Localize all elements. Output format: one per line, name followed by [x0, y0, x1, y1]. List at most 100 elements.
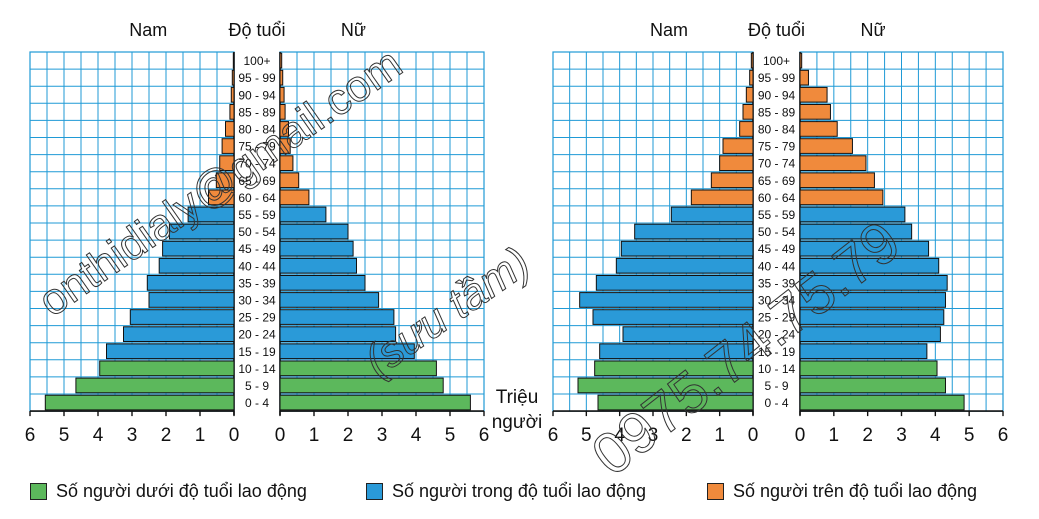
bar-female [799, 292, 946, 308]
age-group-label: 100+ [243, 54, 270, 68]
x-tick-label-right: 3 [896, 425, 907, 446]
x-tick-label-left: 1 [714, 425, 725, 446]
x-tick-label-left: 6 [25, 425, 36, 446]
bar-female [279, 326, 397, 342]
bar-female [279, 121, 289, 137]
unit-label-line1: Triệu [496, 387, 539, 408]
bar-male [208, 189, 235, 206]
pyramid-2: 100+ 95 - 99 90 - 94 85 - 89 80 - 84 75 - 79 7… [492, 20, 1009, 446]
age-group-label: 85 - 89 [238, 105, 276, 119]
x-tick-label-right: 1 [309, 425, 320, 446]
x-tick-label-right: 2 [343, 425, 354, 446]
header-nam: Nam [129, 20, 167, 40]
age-group-label: 80 - 84 [758, 122, 796, 136]
bar-male [745, 86, 754, 103]
bar-male [75, 377, 235, 394]
legend-item-under: Số người dưới độ tuổi lao động [30, 481, 307, 502]
age-group-label: 85 - 89 [758, 105, 796, 119]
age-group-label: 40 - 44 [758, 259, 796, 273]
age-group-label: 35 - 39 [758, 276, 796, 290]
x-tick-label-left: 5 [581, 425, 592, 446]
bar-male [229, 104, 235, 120]
bar-male [719, 155, 754, 172]
header-do-tuoi: Độ tuổi [228, 20, 285, 40]
x-tick-label-right: 6 [998, 425, 1009, 446]
age-group-label: 25 - 29 [238, 311, 276, 325]
legend: Số người dưới độ tuổi lao động Số người … [0, 481, 1039, 511]
bar-female [279, 86, 285, 103]
bar-female [279, 138, 291, 154]
pyramid-1: 100+ 95 - 99 90 - 94 85 - 89 80 - 84 75 - 79 7… [25, 20, 490, 446]
bar-female [279, 69, 284, 86]
age-group-label: 60 - 64 [758, 191, 796, 205]
bar-male [146, 275, 235, 291]
age-group-label: 90 - 94 [758, 88, 796, 102]
bar-female [279, 377, 444, 394]
x-tick-label-right: 1 [829, 425, 840, 446]
bar-female [799, 206, 906, 223]
age-group-label: 40 - 44 [238, 259, 276, 273]
bar-male [215, 172, 235, 189]
bar-female [279, 292, 380, 308]
bar-female [799, 223, 913, 240]
bar-female [799, 189, 884, 206]
bar-female [799, 138, 853, 154]
bar-male [579, 292, 754, 308]
age-group-label: 5 - 9 [764, 379, 788, 393]
x-tick-label-left: 0 [229, 425, 240, 446]
bar-male [599, 343, 754, 360]
legend-item-over: Số người trên độ tuổi lao động [707, 481, 977, 502]
age-group-label: 80 - 84 [238, 122, 276, 136]
bar-male [123, 326, 235, 342]
age-group-label: 45 - 49 [238, 242, 276, 256]
bar-male [168, 223, 235, 240]
bar-female [799, 343, 928, 360]
bar-female [799, 309, 945, 325]
x-tick-label-right: 5 [445, 425, 456, 446]
age-group-label: 25 - 29 [758, 311, 796, 325]
unit-label-line2: người [492, 412, 543, 433]
age-group-label: 30 - 34 [758, 293, 796, 307]
age-group-label: 75 - 79 [758, 140, 796, 154]
legend-label-over: Số người trên độ tuổi lao động [733, 481, 978, 501]
bar-male [710, 172, 754, 189]
pyramids-svg: 100+ 95 - 99 90 - 94 85 - 89 80 - 84 75 - 79 7… [25, 20, 1009, 480]
header-do-tuoi: Độ tuổi [748, 20, 805, 40]
bar-female [799, 326, 941, 342]
age-group-label: 95 - 99 [238, 71, 276, 85]
bar-male [620, 240, 754, 257]
age-group-label: 55 - 59 [238, 208, 276, 222]
age-group-label: 10 - 14 [758, 362, 796, 376]
age-group-label: 75 - 79 [238, 140, 276, 154]
bar-female [799, 275, 948, 291]
age-group-label: 10 - 14 [238, 362, 276, 376]
bar-female [279, 343, 415, 360]
legend-swatch-over [707, 483, 724, 500]
age-group-label: 15 - 19 [238, 345, 276, 359]
age-group-label: 0 - 4 [764, 396, 788, 410]
bar-male [577, 377, 754, 394]
legend-label-under: Số người dưới độ tuổi lao động [56, 481, 307, 501]
bar-female [279, 52, 283, 69]
age-group-label: 20 - 24 [238, 328, 276, 342]
x-tick-label-left: 3 [127, 425, 138, 446]
age-group-label: 60 - 64 [238, 191, 276, 205]
bar-male [670, 206, 754, 223]
x-tick-label-right: 6 [479, 425, 490, 446]
bar-male [162, 240, 235, 257]
age-group-label: 70 - 74 [238, 157, 276, 171]
bar-male [592, 309, 754, 325]
bar-male [749, 69, 754, 86]
x-tick-label-left: 3 [648, 425, 659, 446]
bar-male [230, 86, 235, 103]
header-nu: Nữ [341, 20, 366, 40]
age-group-label: 45 - 49 [758, 242, 796, 256]
legend-label-working: Số người trong độ tuổi lao động [392, 481, 647, 501]
bar-male [750, 52, 754, 69]
bar-female [279, 189, 310, 206]
bar-female [799, 104, 831, 120]
header-nu: Nữ [861, 20, 886, 40]
bar-female [279, 155, 294, 172]
legend-swatch-working [366, 483, 383, 500]
age-group-label: 15 - 19 [758, 345, 796, 359]
